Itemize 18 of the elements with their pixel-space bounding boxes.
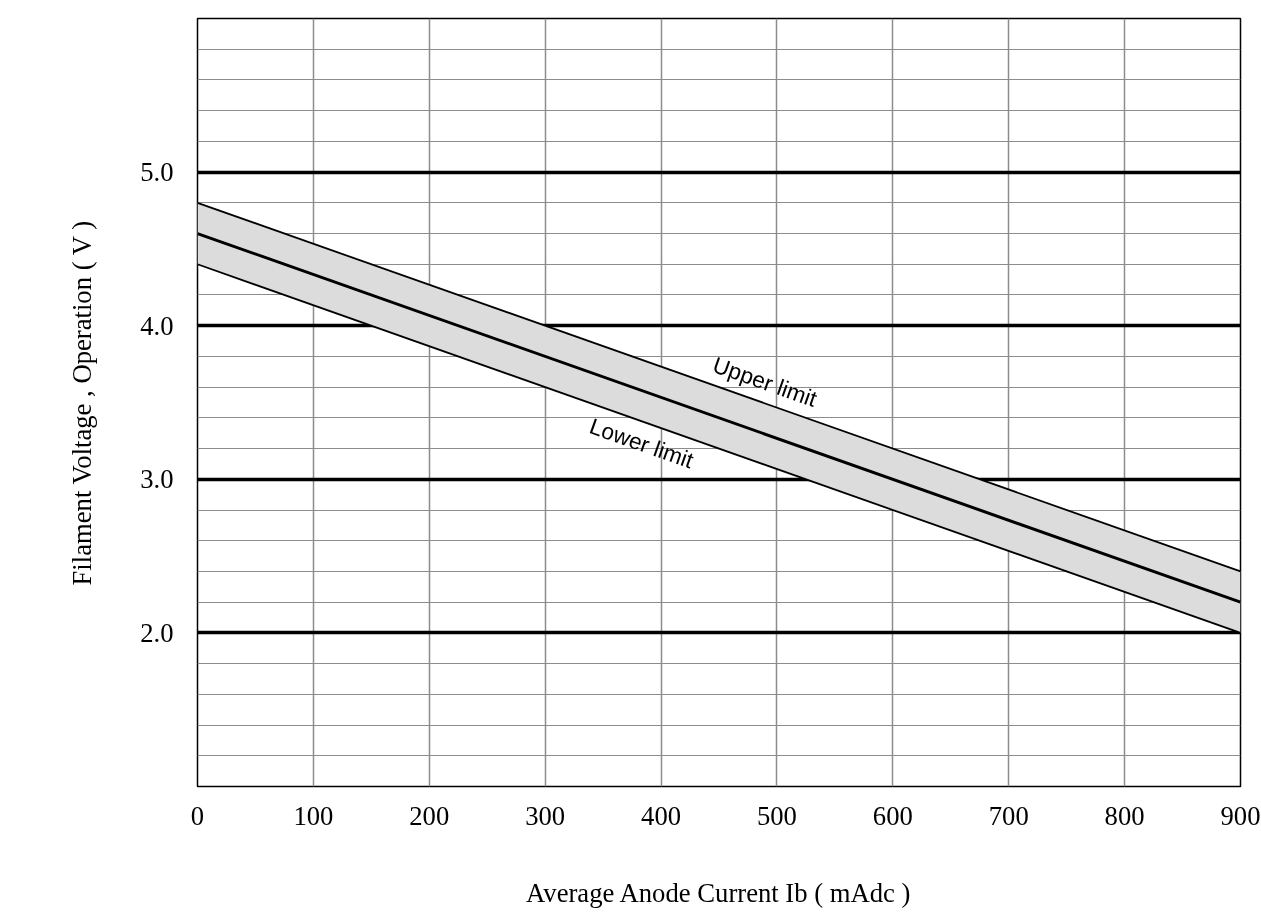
x-tick-label: 700 — [988, 800, 1029, 831]
x-axis-title: Average Anode Current Ib ( mAdc ) — [526, 877, 911, 908]
x-tick-label: 600 — [872, 800, 913, 831]
text: Lower limit — [586, 412, 698, 474]
x-tick-label: 500 — [756, 800, 797, 831]
text: Upper limit — [709, 351, 822, 413]
y-tick-label: 4.0 — [140, 310, 174, 341]
x-tick-label: 400 — [641, 800, 682, 831]
x-tick-label: 100 — [293, 800, 334, 831]
y-axis-title: Filament Voltage , Operation ( V ) — [67, 220, 98, 586]
x-tick-label: 300 — [525, 800, 566, 831]
x-tick-label: 800 — [1104, 800, 1145, 831]
y-tick-label: 5.0 — [140, 157, 174, 188]
x-tick-label: 900 — [1220, 800, 1261, 831]
y-tick-label: 3.0 — [140, 464, 174, 495]
y-tick-label: 2.0 — [140, 617, 174, 648]
x-tick-label: 200 — [409, 800, 450, 831]
x-tick-label: 0 — [190, 800, 205, 831]
